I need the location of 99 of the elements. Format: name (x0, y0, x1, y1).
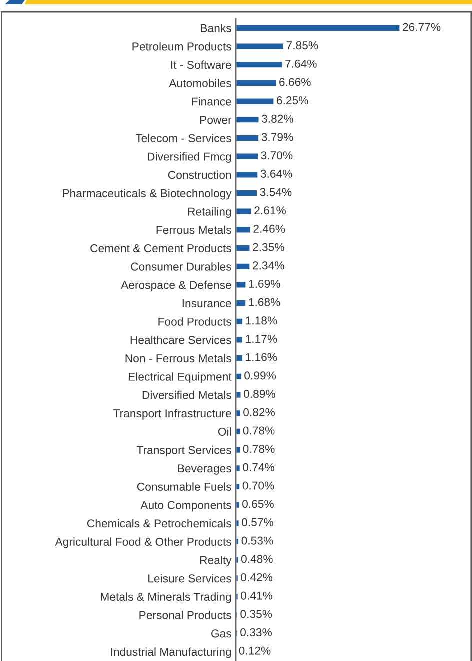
data-label: 2.61% (254, 206, 286, 215)
bar (236, 354, 244, 363)
data-label: 6.66% (280, 78, 311, 86)
bar (236, 24, 402, 32)
data-label: 0.41% (241, 592, 272, 600)
y-tick-label: Transport Services (136, 446, 232, 457)
y-tick-label: Gas (212, 630, 232, 638)
bar (236, 152, 260, 161)
data-label: 0.74% (243, 463, 275, 472)
data-label: 0.70% (242, 482, 274, 490)
y-tick-label: Power (200, 116, 232, 124)
data-label: 3.64% (260, 170, 292, 178)
bar (236, 79, 278, 88)
y-tick-label: Aerospace & Defense (121, 280, 232, 292)
y-tick-label: Retailing (188, 207, 232, 218)
y-tick-label: Ferrous Metals (156, 226, 232, 234)
y-tick-label: Telecom - Services (136, 134, 232, 142)
bar (236, 482, 241, 491)
data-label: 7.85% (286, 42, 318, 50)
data-label: 0.78% (243, 426, 275, 435)
y-tick-label: Cement & Cement Products (90, 244, 232, 253)
bar (236, 538, 240, 546)
y-tick-label: Electrical Equipment (128, 372, 232, 384)
data-label: 0.53% (242, 536, 274, 545)
y-tick-label: Consumable Fuels (137, 482, 232, 491)
data-label: 3.79% (262, 133, 294, 142)
data-label: 1.17% (246, 335, 278, 344)
data-label: 0.78% (243, 445, 275, 454)
data-label: 0.35% (240, 610, 272, 618)
bar (236, 244, 252, 252)
bar (236, 446, 242, 454)
bar (236, 336, 244, 344)
y-tick-label: Industrial Manufacturing (111, 648, 232, 658)
y-tick-label: Construction (168, 170, 232, 180)
data-label: 1.16% (246, 353, 278, 362)
data-label: 2.34% (253, 262, 284, 270)
bar (236, 207, 253, 216)
bar (236, 428, 242, 436)
y-tick-label: Consumer Durables (131, 262, 232, 271)
data-label: 0.33% (240, 628, 272, 637)
bar (236, 189, 258, 198)
y-tick-label: Oil (218, 428, 232, 436)
y-tick-label: It - Software (171, 60, 232, 70)
y-tick-label: Automobiles (169, 79, 232, 88)
bar (236, 134, 260, 142)
y-tick-label: Realty (200, 556, 232, 567)
y-tick-label: Auto Components (140, 501, 232, 512)
data-label: 3.70% (261, 152, 293, 160)
bar (236, 409, 242, 418)
data-label: 7.64% (286, 60, 317, 68)
bar (236, 299, 248, 308)
y-tick-label: Banks (201, 24, 232, 32)
y-tick-label: Leisure Services (148, 574, 232, 583)
data-label: 0.48% (241, 555, 273, 564)
data-label: 2.35% (253, 243, 284, 252)
data-label: 0.57% (242, 518, 274, 526)
y-tick-label: Healthcare Services (130, 336, 232, 344)
bar (236, 262, 252, 271)
bar (236, 60, 284, 70)
bar (236, 500, 241, 510)
y-tick-label: Chemicals & Petrochemicals (87, 519, 232, 528)
y-tick-label: Finance (192, 97, 232, 106)
y-tick-label: Diversified Metals (142, 390, 232, 400)
data-label: 0.82% (244, 408, 276, 416)
data-label: 3.82% (262, 114, 294, 123)
y-tick-label: Agricultural Food & Other Products (55, 538, 232, 548)
y-tick-label: Transport Infrastructure (114, 409, 232, 420)
y-tick-label: Insurance (182, 300, 232, 308)
bar (236, 116, 260, 124)
bar (236, 97, 276, 106)
bar (236, 574, 240, 583)
data-label: 0.12% (239, 646, 271, 655)
data-label: 0.42% (241, 573, 273, 582)
y-tick-label: Non - Ferrous Metals (126, 354, 232, 363)
bar (236, 42, 285, 51)
data-label: 1.69% (249, 280, 280, 288)
data-label: 1.68% (249, 298, 280, 306)
y-tick-label: Petroleum Products (132, 42, 232, 51)
y-tick-label: Beverages (178, 464, 232, 475)
data-label: 1.18% (246, 316, 278, 325)
data-label: 0.89% (244, 390, 276, 398)
bar (236, 226, 252, 234)
y-tick-label: Food Products (158, 318, 232, 326)
bar (236, 170, 260, 180)
y-tick-label: Pharmaceuticals & Biotechnology (63, 189, 232, 200)
data-label: 3.54% (260, 188, 292, 196)
bar (236, 280, 248, 290)
bar (236, 464, 242, 473)
bar (236, 610, 239, 620)
bar (236, 317, 244, 326)
data-label: 2.46% (254, 224, 286, 233)
y-tick-label: Personal Products (140, 611, 232, 620)
y-tick-label: Diversified Fmcg (148, 152, 232, 164)
data-label: 26.77% (403, 23, 441, 32)
y-tick-label: Metals & Minerals Trading (101, 592, 232, 604)
data-label: 0.99% (244, 372, 276, 380)
bar (236, 372, 243, 381)
data-label: 0.65% (242, 500, 274, 508)
data-label: 6.25% (277, 96, 308, 105)
